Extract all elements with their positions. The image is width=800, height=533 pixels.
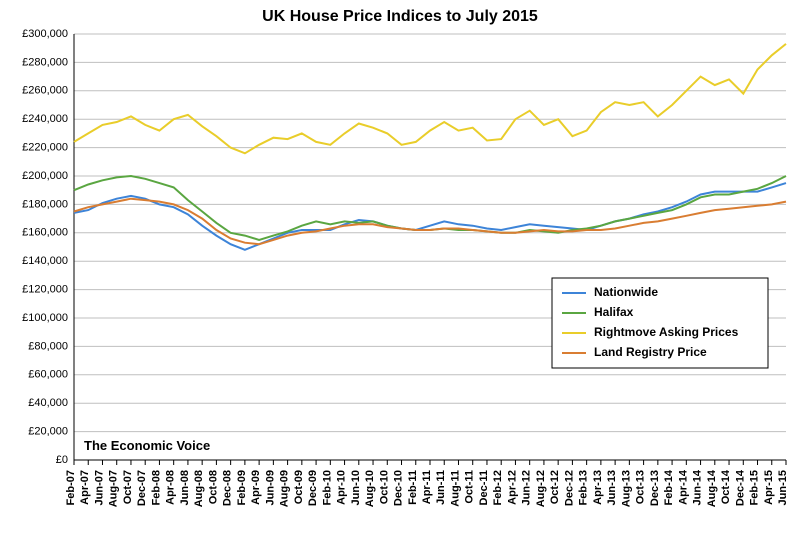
chart-container: UK House Price Indices to July 2015 £0 £2… — [0, 0, 800, 533]
legend-label: Nationwide — [594, 285, 658, 299]
x-tick-label: Aug-09 — [279, 470, 291, 507]
x-tick-label: Dec-10 — [393, 470, 405, 506]
x-tick-label: Dec-09 — [307, 470, 319, 506]
y-tick-label: £40,000 — [28, 397, 68, 409]
x-tick-label: Aug-10 — [364, 470, 376, 507]
x-tick-label: Aug-12 — [535, 470, 547, 507]
x-tick-label: Aug-13 — [620, 470, 632, 507]
x-tick-label: Aug-07 — [108, 470, 120, 507]
x-tick-label: Jun-11 — [435, 470, 447, 505]
y-tick-label: £220,000 — [22, 142, 68, 154]
x-tick-label: Oct-14 — [720, 469, 732, 504]
x-tick-label: Feb-08 — [150, 470, 162, 505]
x-tick-label: Jun-09 — [264, 470, 276, 505]
x-tick-label: Apr-07 — [79, 470, 91, 505]
x-tick-label: Aug-11 — [449, 470, 461, 507]
x-tick-label: Oct-11 — [464, 470, 476, 504]
x-tick-label: Apr-13 — [592, 470, 604, 505]
x-tick-label: Apr-09 — [250, 470, 262, 505]
x-tick-label: Dec-08 — [222, 470, 234, 506]
x-tick-label: Jun-13 — [606, 470, 618, 505]
y-tick-label: £300,000 — [22, 28, 68, 40]
x-tick-label: Apr-12 — [506, 470, 518, 505]
x-tick-label: Jun-15 — [777, 470, 789, 505]
y-tick-label: £140,000 — [22, 255, 68, 267]
x-tick-label: Apr-14 — [677, 469, 689, 505]
x-tick-label: Apr-08 — [165, 470, 177, 505]
x-tick-label: Oct-12 — [549, 470, 561, 504]
x-tick-label: Dec-14 — [734, 469, 746, 506]
y-tick-label: £80,000 — [28, 340, 68, 352]
series-rightmove-asking-prices — [74, 44, 786, 153]
x-tick-label: Apr-11 — [421, 470, 433, 504]
y-tick-label: £100,000 — [22, 312, 68, 324]
x-tick-label: Jun-14 — [692, 469, 704, 505]
x-tick-label: Aug-08 — [193, 470, 205, 507]
chart-title: UK House Price Indices to July 2015 — [0, 8, 800, 26]
y-tick-label: £260,000 — [22, 85, 68, 97]
x-tick-label: Feb-12 — [492, 470, 504, 505]
attribution: The Economic Voice — [84, 438, 210, 453]
x-tick-label: Apr-15 — [763, 470, 775, 505]
legend: Nationwide Halifax Rightmove Asking Prices… — [552, 278, 768, 368]
x-tick-label: Feb-10 — [321, 470, 333, 505]
x-tick-label: Feb-11 — [407, 470, 419, 505]
x-tick-label: Oct-08 — [207, 470, 219, 504]
x-tick-label: Jun-08 — [179, 470, 191, 505]
x-tick-label: Feb-15 — [749, 470, 761, 505]
x-tick-label: Oct-07 — [122, 470, 134, 504]
x-tick-label: Feb-07 — [65, 470, 77, 505]
x-tick-label: Dec-07 — [136, 470, 148, 506]
legend-label: Halifax — [594, 305, 634, 319]
line-chart: £0 £20,000 £40,000 £60,000 £80,000 £100,000 £1… — [0, 0, 800, 533]
series-land-registry-price — [74, 199, 786, 245]
y-tick-label: £180,000 — [22, 198, 68, 210]
x-tick-label: Jun-10 — [350, 470, 362, 505]
y-tick-label: £0 — [56, 454, 68, 466]
x-tick-label: Dec-12 — [563, 470, 575, 506]
legend-label: Rightmove Asking Prices — [594, 325, 739, 339]
x-tick-label: Oct-09 — [293, 470, 305, 504]
x-tick-label: Aug-14 — [706, 469, 718, 507]
x-tick-label: Dec-11 — [478, 470, 490, 505]
x-tick-label: Apr-10 — [336, 470, 348, 505]
x-tick-label: Dec-13 — [649, 470, 661, 506]
y-tick-label: £200,000 — [22, 170, 68, 182]
x-tick-label: Feb-13 — [578, 470, 590, 505]
x-tick-label: Jun-07 — [93, 470, 105, 505]
x-tick-label: Jun-12 — [521, 470, 533, 505]
x-tick-label: Feb-14 — [663, 469, 675, 505]
x-tick-label: Feb-09 — [236, 470, 248, 505]
y-tick-label: £160,000 — [22, 227, 68, 239]
legend-label: Land Registry Price — [594, 345, 707, 359]
y-tick-label: £60,000 — [28, 369, 68, 381]
y-tick-label: £240,000 — [22, 113, 68, 125]
y-tick-label: £280,000 — [22, 56, 68, 68]
x-tick-label: Oct-10 — [378, 470, 390, 504]
y-tick-label: £20,000 — [28, 426, 68, 438]
y-tick-label: £120,000 — [22, 284, 68, 296]
x-tick-label: Oct-13 — [635, 470, 647, 504]
